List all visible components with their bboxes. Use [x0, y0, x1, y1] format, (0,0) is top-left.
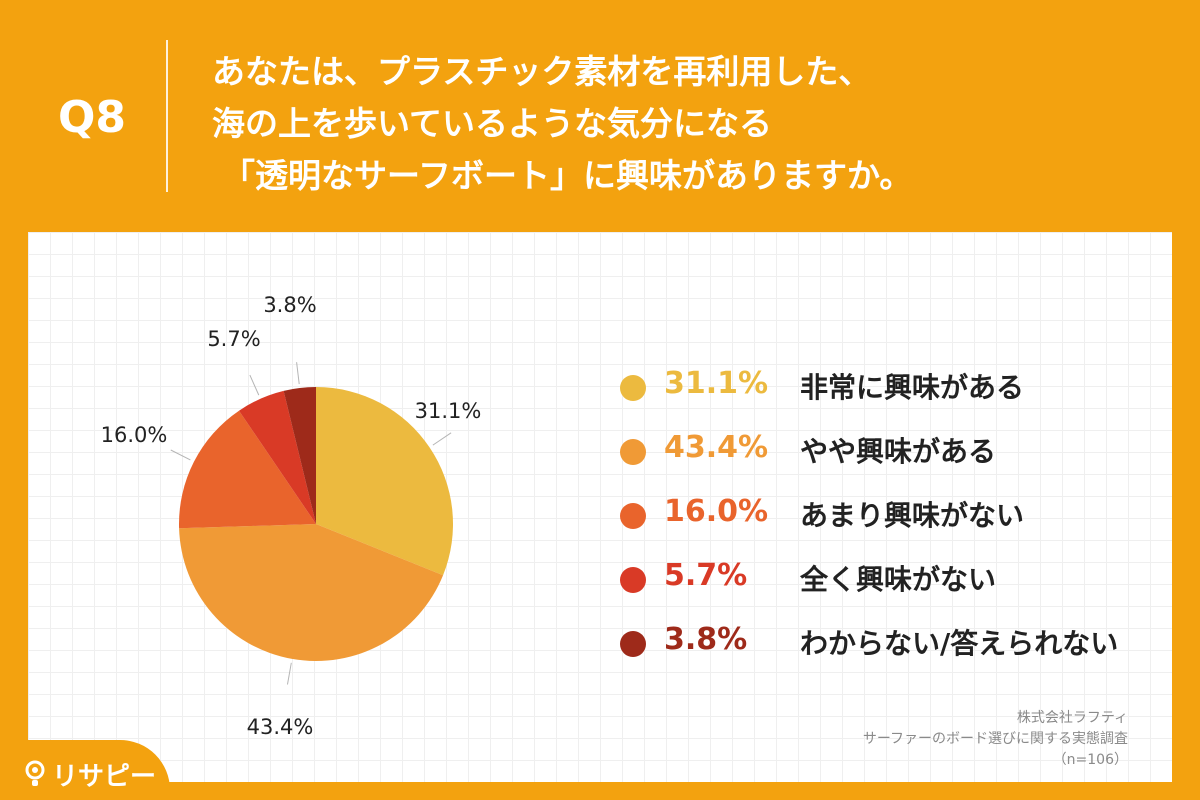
- legend-swatch: [620, 567, 646, 593]
- logo-text: リサピー: [52, 762, 157, 792]
- question-line-2: 海の上を歩いているような気分になる: [212, 104, 773, 143]
- leader-line: [249, 374, 260, 396]
- source-note: 株式会社ラフティ サーファーのボード選びに関する実態調査 （n=106）: [863, 708, 1128, 771]
- question-text: あなたは、プラスチック素材を再利用した、 海の上を歩いているような気分になる 「…: [212, 46, 912, 202]
- legend: 31.1% 非常に興味がある 43.4% やや興味がある 16.0% あまり興味…: [620, 364, 1160, 684]
- legend-label: 全く興味がない: [800, 563, 997, 596]
- pie-chart: 31.1% 43.4% 16.0% 5.7%3.8%: [101, 293, 482, 739]
- leader-line: [286, 662, 292, 685]
- legend-label: あまり興味がない: [800, 499, 1025, 532]
- chart-panel: 31.1% 43.4% 16.0% 5.7% 3.8% 31.1% 非常に興味がある 4…: [28, 232, 1172, 782]
- legend-label: やや興味がある: [800, 435, 997, 468]
- data-label: 16.0%: [101, 423, 168, 447]
- lightbulb-icon: [25, 760, 45, 786]
- legend-item: 5.7% 全く興味がない: [620, 556, 1160, 620]
- leader-line: [432, 432, 452, 446]
- pie-slice: [238, 390, 316, 524]
- legend-item: 31.1% 非常に興味がある: [620, 364, 1160, 428]
- legend-label: 非常に興味がある: [800, 371, 1025, 404]
- source-sample: （n=106）: [1052, 752, 1128, 768]
- pie-slice: [316, 387, 453, 576]
- pie-slice: [283, 387, 316, 524]
- data-label: 5.7%: [207, 327, 260, 351]
- legend-swatch: [620, 503, 646, 529]
- legend-label: わからない/答えられない: [800, 627, 1119, 660]
- source-company: 株式会社ラフティ: [1016, 710, 1128, 726]
- logo: リサピー: [0, 740, 170, 800]
- legend-item: 3.8% わからない/答えられない: [620, 620, 1160, 684]
- header-divider: [166, 40, 168, 192]
- legend-percent: 5.7%: [664, 558, 748, 593]
- legend-percent: 16.0%: [664, 494, 769, 529]
- leader-line: [296, 362, 300, 385]
- pie-slice: [178, 410, 316, 529]
- question-line-3: 「透明なサーフボート」に興味がありますか。: [222, 156, 913, 195]
- leader-line: [170, 449, 191, 461]
- legend-swatch: [620, 375, 646, 401]
- data-label: 31.1%: [415, 399, 482, 423]
- legend-percent: 31.1%: [664, 366, 769, 401]
- legend-item: 43.4% やや興味がある: [620, 428, 1160, 492]
- legend-swatch: [620, 631, 646, 657]
- legend-item: 16.0% あまり興味がない: [620, 492, 1160, 556]
- legend-swatch: [620, 439, 646, 465]
- question-number: Q8: [58, 92, 127, 143]
- question-line-1: あなたは、プラスチック素材を再利用した、: [212, 52, 872, 91]
- header: Q8 あなたは、プラスチック素材を再利用した、 海の上を歩いているような気分にな…: [0, 0, 1200, 230]
- legend-percent: 43.4%: [664, 430, 769, 465]
- data-label: 3.8%: [263, 293, 316, 317]
- source-survey: サーファーのボード選びに関する実態調査: [862, 731, 1128, 747]
- data-label: 43.4%: [247, 715, 314, 739]
- pie-slice: [179, 524, 444, 661]
- legend-percent: 3.8%: [664, 622, 748, 657]
